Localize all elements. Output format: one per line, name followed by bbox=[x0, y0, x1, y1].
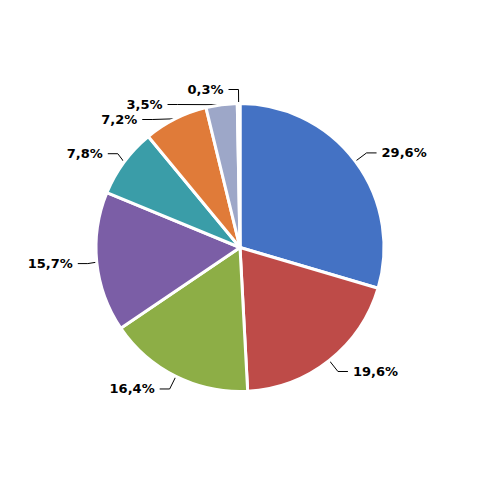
svg-text:29,6%: 29,6% bbox=[382, 145, 427, 160]
svg-text:16,4%: 16,4% bbox=[110, 381, 155, 396]
svg-text:3,5%: 3,5% bbox=[126, 97, 162, 112]
svg-text:15,7%: 15,7% bbox=[28, 256, 73, 271]
svg-text:19,6%: 19,6% bbox=[353, 364, 398, 379]
svg-text:0,3%: 0,3% bbox=[187, 82, 223, 97]
svg-text:7,2%: 7,2% bbox=[101, 112, 137, 127]
svg-text:7,8%: 7,8% bbox=[67, 146, 103, 161]
